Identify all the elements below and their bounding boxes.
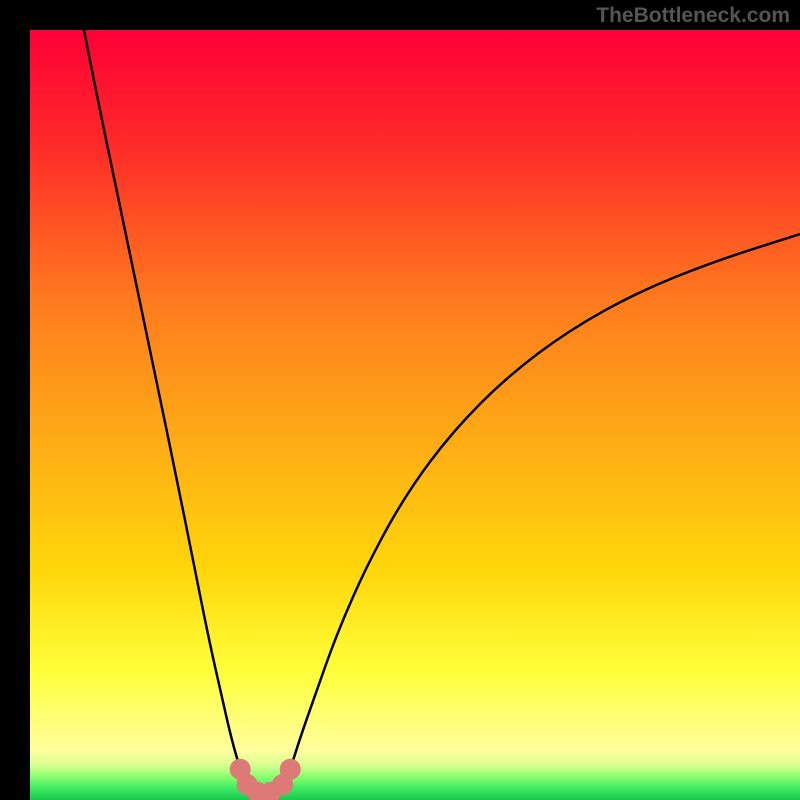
node-chain xyxy=(230,759,300,800)
node-dot xyxy=(280,759,300,779)
watermark-text: TheBottleneck.com xyxy=(596,4,790,28)
bottleneck-curve xyxy=(84,30,800,792)
curve-layer xyxy=(30,30,800,800)
plot-area xyxy=(30,30,800,800)
